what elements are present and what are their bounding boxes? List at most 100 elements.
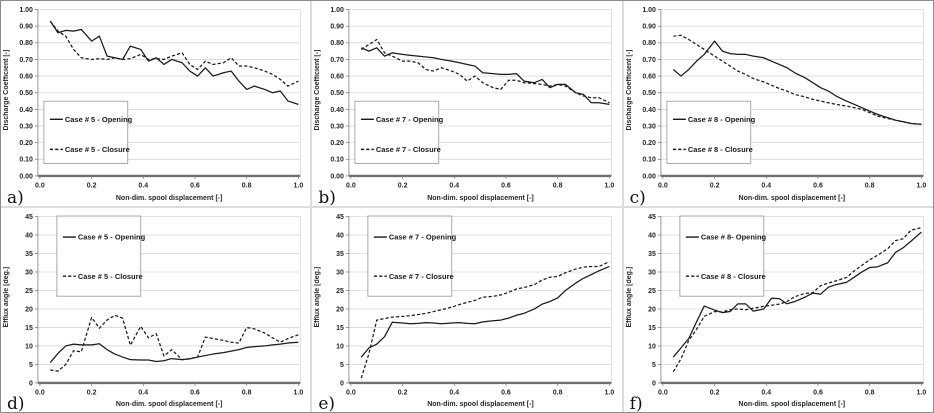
y-tick-label: 0.80 (331, 40, 345, 47)
series-line-dashed (361, 38, 610, 104)
x-tick-label: 0.0 (658, 182, 668, 189)
y-tick-label: 0.00 (19, 173, 33, 180)
x-axis-title: Non-dim. spool displacement [-] (427, 194, 534, 202)
x-tick-label: 0.4 (138, 182, 148, 189)
y-tick-label: 5 (29, 361, 33, 368)
x-axis-title: Non-dim. spool displacement [-] (115, 194, 223, 202)
legend-label: Case # 8- Opening (700, 232, 766, 241)
chart-e-plot: 0 5 10 15 20 25 30 35 40 45 0.0 0.2 0.4 0.6 0.8 1.0 Case… (336, 213, 615, 396)
chart-c-plot: 0.00 0.10 0.20 0.30 0.40 0.50 0.60 0.70 0.80 0.90… (642, 7, 926, 190)
y-tick-label: 45 (648, 213, 656, 220)
y-tick-label: 40 (648, 232, 656, 239)
x-tick-label: 0.0 (346, 389, 356, 396)
legend-box (354, 100, 440, 164)
y-tick-label: 10 (25, 343, 33, 350)
chart-d-plot: 0 5 10 15 20 25 30 35 40 45 0.0 0.2 0.4 0.6 0.8 1.0 Case… (25, 213, 303, 396)
y-tick-label: 0.00 (642, 173, 656, 180)
x-axis-title: Non-dim. spool displacement [-] (115, 401, 223, 408)
y-tick-label: 35 (336, 250, 344, 257)
x-axis-title: Non-dim. spool displacement [-] (427, 401, 534, 408)
x-tick-label: 0.6 (501, 182, 511, 189)
y-tick-label: 0.30 (19, 123, 33, 130)
x-tick-label: 1.0 (605, 389, 615, 396)
y-tick-label: 40 (336, 232, 344, 239)
y-tick-label: 0.80 (19, 40, 33, 47)
y-tick-label: 0.60 (642, 73, 656, 80)
x-tick-label: 0.4 (450, 182, 460, 189)
y-tick-label: 20 (336, 306, 344, 313)
panel-c: Discharge Coefficient [-] 0.00 0.10 0.20 0.… (623, 1, 933, 206)
x-tick-label: 0.4 (450, 389, 460, 396)
y-tick-label: 0.70 (331, 57, 345, 64)
y-tick-label: 0.30 (331, 123, 345, 130)
x-tick-label: 0.8 (553, 389, 563, 396)
chart-f-plot: 0 5 10 15 20 25 30 35 40 45 0.0 0.2 0.4 0.6 0.8 1.0 Case… (648, 213, 926, 396)
x-tick-label: 0.6 (813, 389, 823, 396)
x-tick-label: 0.0 (35, 182, 45, 189)
panel-letter-f: f) (629, 394, 643, 413)
y-tick-label: 5 (340, 361, 344, 368)
panel-letter-c: c) (629, 187, 646, 206)
y-tick-label: 25 (25, 287, 33, 294)
y-tick-label: 40 (25, 232, 33, 239)
x-axis-title: Non-dim. spool displacement [-] (738, 401, 846, 408)
y-tick-label: 45 (336, 213, 344, 220)
x-tick-label: 0.2 (709, 389, 719, 396)
panel-letter-e: e) (318, 394, 336, 413)
series-line-dashed (361, 260, 610, 378)
legend-label: Case # 8 - Closure (688, 145, 753, 154)
chart-b-plot: 0.00 0.10 0.20 0.30 0.40 0.50 0.60 0.70 0.80 0.90… (331, 7, 615, 190)
y-tick-label: 0.90 (331, 24, 345, 31)
y-tick-label: 30 (648, 269, 656, 276)
y-tick-label: 0.20 (19, 140, 33, 147)
legend-label: Case # 5 - Opening (65, 115, 133, 124)
x-tick-label: 1.0 (916, 389, 926, 396)
x-tick-label: 0.2 (709, 182, 719, 189)
series-line-dashed (672, 226, 922, 372)
chart-a-plot: 0.00 0.10 0.20 0.30 0.40 0.50 0.60 0.70 0.80 0.90… (19, 7, 303, 190)
legend-label: Case # 7 - Opening (389, 232, 457, 241)
y-tick-label: 0.40 (331, 107, 345, 114)
y-tick-label: 0.30 (642, 123, 656, 130)
y-tick-label: 0.40 (642, 107, 656, 114)
legend-box (666, 100, 751, 164)
y-tick-label: 1.00 (642, 7, 656, 14)
y-tick-label: 15 (25, 324, 33, 331)
x-tick-label: 0.2 (398, 389, 408, 396)
legend-label: Case # 7 - Opening (376, 115, 444, 124)
y-tick-label: 0.60 (19, 73, 33, 80)
x-tick-label: 0.4 (761, 182, 771, 189)
y-tick-label: 35 (25, 250, 33, 257)
x-tick-label: 0.0 (658, 389, 668, 396)
y-tick-label: 0.70 (19, 57, 33, 64)
panel-b: Discharge Coefficient [-] 0.00 0.10 0.20 0.… (312, 1, 622, 206)
y-tick-label: 0.60 (331, 73, 345, 80)
series-line-solid (49, 20, 299, 105)
panel-e: Efflux angle [deg.] 0 5 10 15 20 25 30 35 40 45 0.… (312, 207, 622, 413)
series-line-dashed (50, 314, 299, 372)
y-tick-label: 0.50 (19, 90, 33, 97)
y-tick-label: 10 (336, 343, 344, 350)
y-tick-label: 1.00 (19, 7, 33, 14)
legend-label: Case # 7 - Closure (376, 145, 441, 154)
legend-box (56, 215, 142, 297)
y-tick-label: 0.50 (642, 90, 656, 97)
x-tick-label: 0.6 (813, 182, 823, 189)
series-line-solid (361, 47, 610, 105)
y-tick-label: 0.10 (642, 157, 656, 164)
y-tick-label: 0.50 (331, 90, 345, 97)
legend-label: Case # 7 - Closure (389, 271, 454, 280)
x-tick-label: 0.8 (864, 182, 874, 189)
series-line-solid (672, 40, 922, 125)
x-tick-label: 0.8 (242, 182, 252, 189)
y-tick-label: 0.10 (19, 157, 33, 164)
series-line-dashed (672, 34, 922, 125)
y-tick-label: 25 (336, 287, 344, 294)
x-tick-label: 1.0 (605, 182, 615, 189)
legend-label: Case # 5 - Closure (78, 271, 143, 280)
series-line-solid (49, 341, 299, 363)
y-tick-label: 0.90 (642, 24, 656, 31)
x-tick-label: 0.6 (190, 182, 200, 189)
legend-box (367, 215, 453, 297)
